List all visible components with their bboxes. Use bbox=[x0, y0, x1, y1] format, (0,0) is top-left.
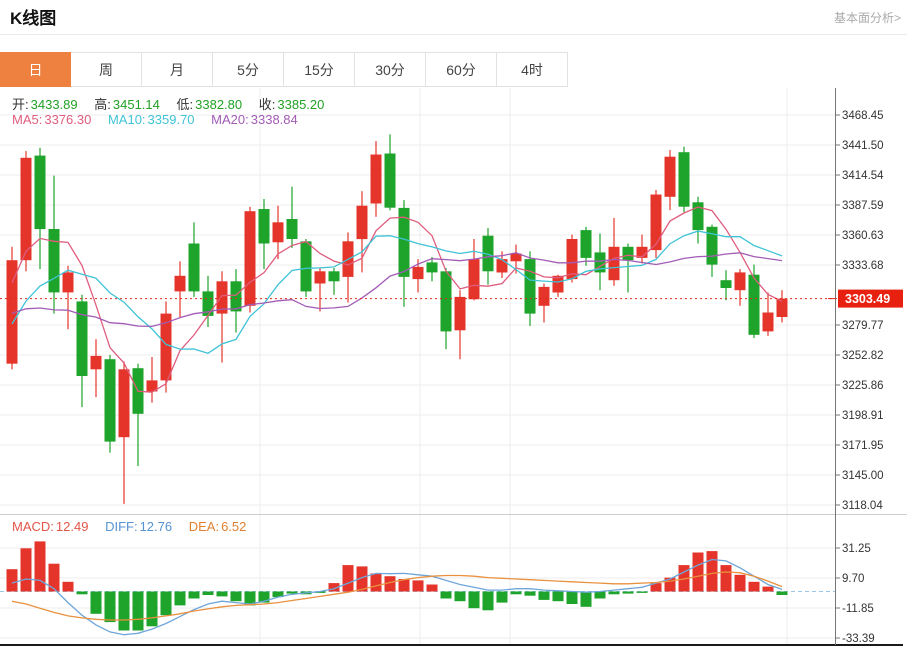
svg-text:3303.49: 3303.49 bbox=[845, 292, 890, 306]
interval-tabs: 日周月 5分 15分 30分 60分 4时 bbox=[0, 52, 568, 87]
fundamental-analysis-link[interactable]: 基本面分析> bbox=[833, 11, 901, 25]
svg-text:3252.82: 3252.82 bbox=[842, 350, 884, 362]
svg-text:3414.54: 3414.54 bbox=[842, 170, 884, 182]
ma5-line bbox=[11, 206, 783, 393]
svg-text:9.70: 9.70 bbox=[842, 573, 864, 585]
macd-label: MACD: bbox=[12, 519, 54, 534]
diff-value: 12.76 bbox=[139, 519, 173, 534]
interval-tab-1[interactable]: 周 bbox=[71, 52, 142, 87]
page-title: K线图 bbox=[10, 9, 57, 28]
interval-tab-3[interactable]: 5分 bbox=[213, 52, 284, 87]
high-label: 高: bbox=[94, 97, 111, 112]
svg-text:3118.04: 3118.04 bbox=[842, 500, 883, 512]
ma10-value: 3359.70 bbox=[147, 112, 195, 127]
interval-tab-4[interactable]: 15分 bbox=[284, 52, 355, 87]
last-price-badge: 3303.49 bbox=[838, 289, 903, 308]
ohlc-legend: 开: 3433.89 高: 3451.14 低: 3382.80 收: 3385.20 bbox=[12, 94, 337, 113]
svg-text:-11.85: -11.85 bbox=[842, 603, 874, 615]
interval-tab-0[interactable]: 日 bbox=[0, 52, 71, 87]
interval-tab-7[interactable]: 4时 bbox=[497, 52, 568, 87]
low-label: 低: bbox=[176, 97, 194, 112]
diff-line bbox=[11, 558, 783, 636]
ma5-value: 3376.30 bbox=[44, 112, 92, 127]
header-divider bbox=[0, 34, 907, 35]
low-value: 3382.80 bbox=[195, 97, 243, 112]
open-label: 开: bbox=[12, 97, 29, 112]
dea-value: 6.52 bbox=[221, 519, 247, 534]
macd-legend: MACD: 12.49 DIFF: 12.76 DEA: 6.52 bbox=[12, 519, 259, 534]
svg-text:3145.00: 3145.00 bbox=[842, 470, 884, 482]
ma20-line bbox=[11, 252, 783, 328]
dea-label: DEA: bbox=[188, 519, 220, 534]
candles bbox=[6, 134, 788, 504]
ma10-line bbox=[11, 230, 783, 355]
ma10-label: MA10: bbox=[107, 112, 146, 127]
svg-text:3225.86: 3225.86 bbox=[842, 380, 884, 392]
svg-text:3360.63: 3360.63 bbox=[842, 230, 884, 242]
close-label: 收: bbox=[258, 97, 276, 112]
open-value: 3433.89 bbox=[30, 97, 78, 112]
gridlines bbox=[0, 88, 835, 644]
high-value: 3451.14 bbox=[112, 97, 160, 112]
macd-value: 12.49 bbox=[55, 519, 89, 534]
svg-text:-33.39: -33.39 bbox=[842, 633, 875, 645]
svg-text:3198.91: 3198.91 bbox=[842, 410, 884, 422]
macd-histogram bbox=[6, 541, 788, 631]
interval-tab-6[interactable]: 60分 bbox=[426, 52, 497, 87]
ma20-label: MA20: bbox=[211, 112, 249, 127]
svg-text:3279.77: 3279.77 bbox=[842, 320, 884, 332]
close-value: 3385.20 bbox=[277, 97, 325, 112]
dea-line bbox=[11, 571, 783, 621]
ma-legend: MA5: 3376.30 MA10: 3359.70 MA20: 3338.84 bbox=[12, 112, 311, 127]
diff-label: DIFF: bbox=[105, 519, 138, 534]
ma5-label: MA5: bbox=[12, 112, 43, 127]
svg-text:3171.95: 3171.95 bbox=[842, 440, 884, 452]
ma20-value: 3338.84 bbox=[250, 112, 298, 127]
interval-tab-5[interactable]: 30分 bbox=[355, 52, 426, 87]
interval-tab-2[interactable]: 月 bbox=[142, 52, 213, 87]
svg-text:31.25: 31.25 bbox=[842, 543, 871, 555]
svg-text:3333.68: 3333.68 bbox=[842, 260, 884, 272]
svg-text:3387.59: 3387.59 bbox=[842, 200, 884, 212]
svg-text:3441.50: 3441.50 bbox=[842, 140, 884, 152]
svg-text:3468.45: 3468.45 bbox=[842, 110, 884, 122]
y-axis-labels: 3468.45 3441.50 3414.54 3387.59 3360.63 3333.… bbox=[835, 110, 884, 645]
